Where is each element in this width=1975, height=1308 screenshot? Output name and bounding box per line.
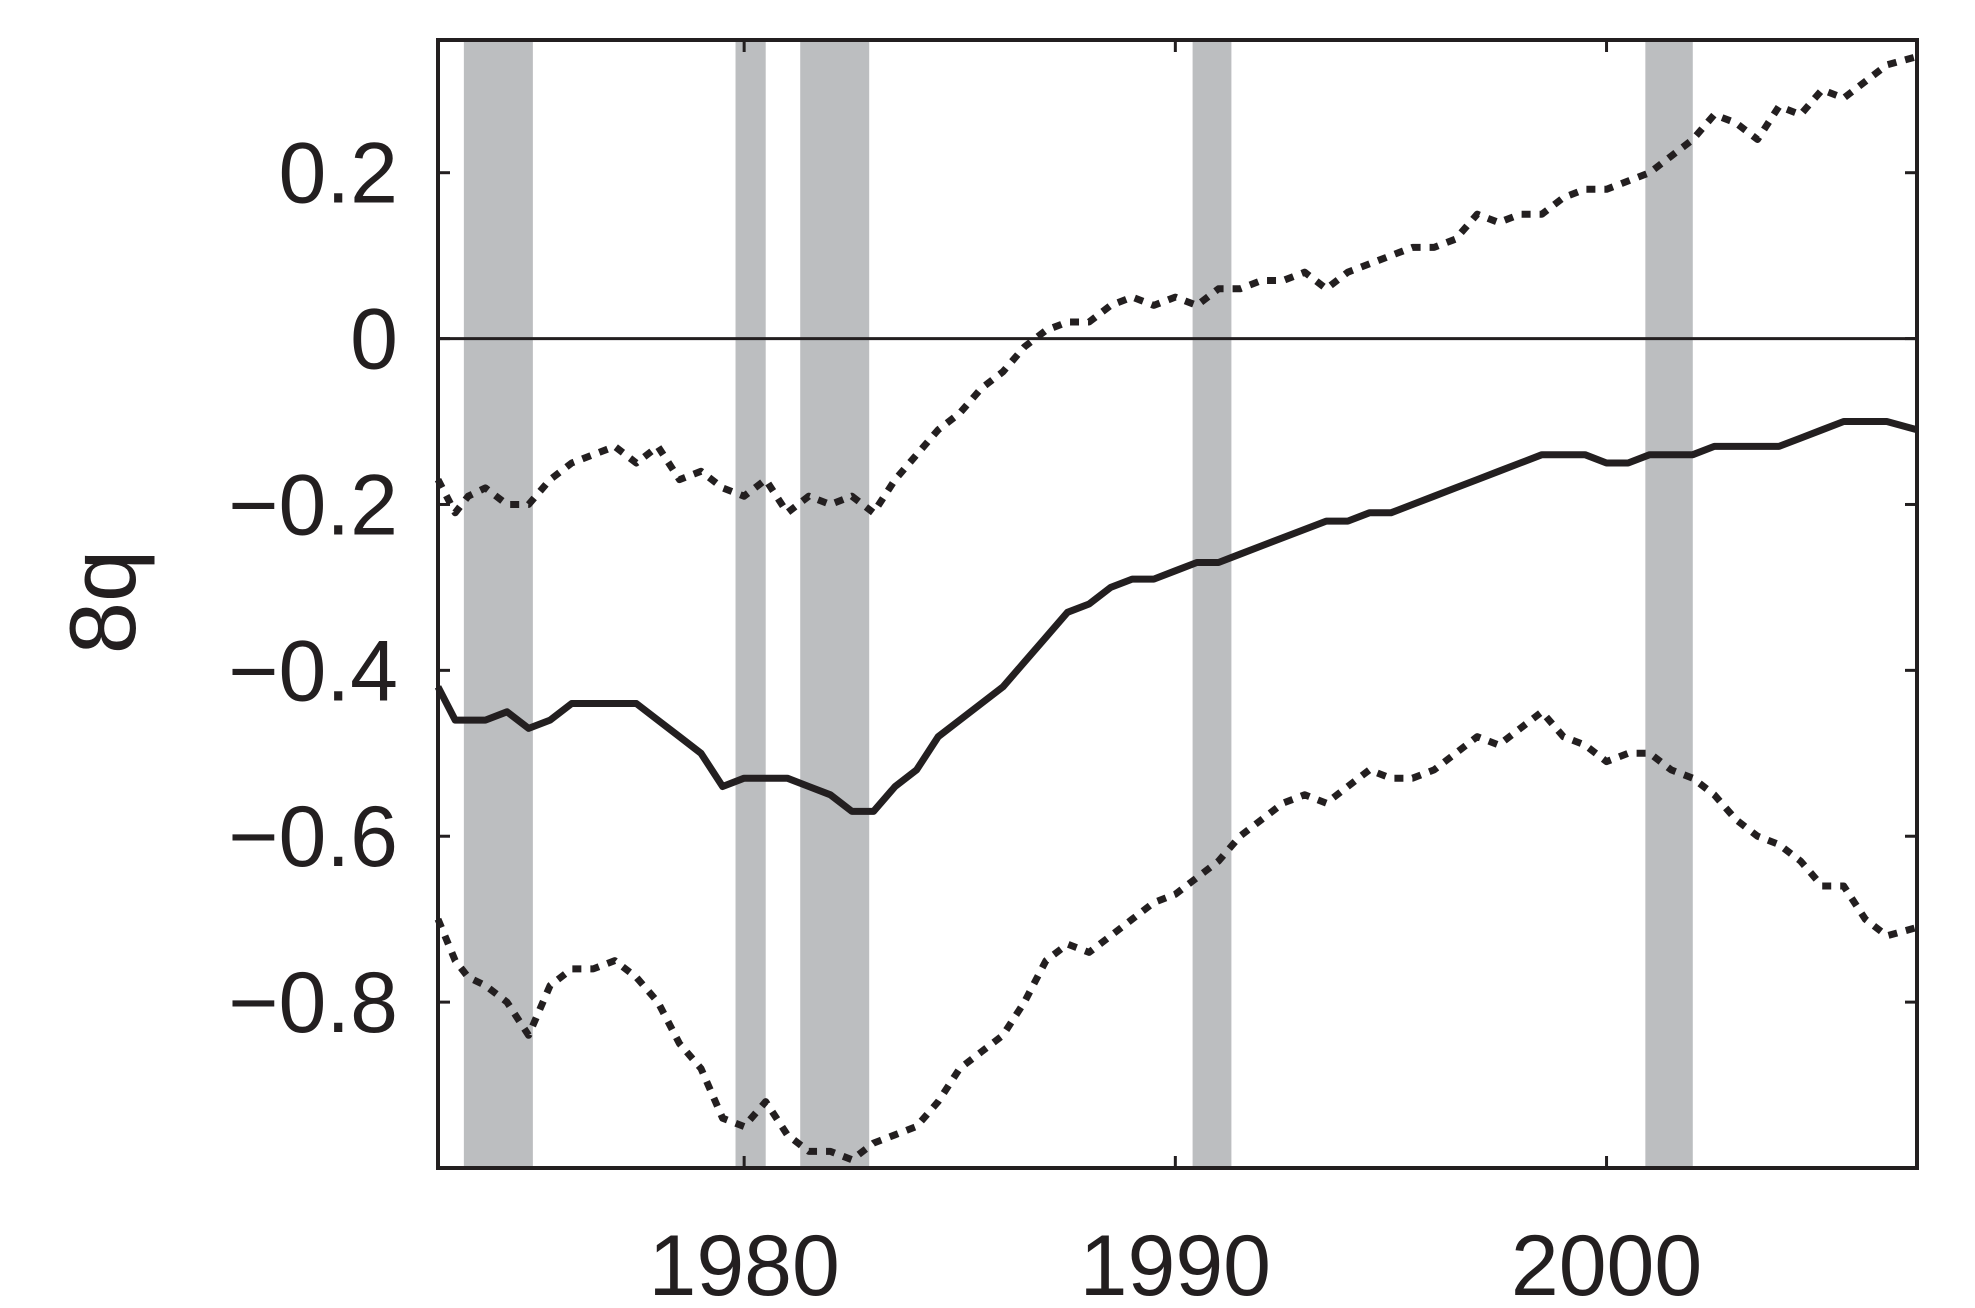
series-line-0-solid: [434, 418, 1918, 815]
axis-ticks: 0.2 0 −0.2 −0.4 −0.6 −0.8 1980 1990 2000: [228, 40, 1917, 1308]
x-tick-label: 1980: [648, 1218, 839, 1308]
y-tick-label: 0.2: [278, 126, 398, 222]
plot-frame: [436, 38, 1919, 1170]
shaded-period-1: [735, 40, 766, 1168]
y-tick-label: −0.4: [228, 623, 398, 719]
y-tick-label: −0.6: [228, 789, 398, 885]
shaded-period-4: [1645, 40, 1693, 1168]
y-tick-label: −0.8: [228, 955, 398, 1051]
y-axis-title: 8q: [50, 550, 155, 655]
series-line-2-dotted: [434, 708, 1918, 1164]
shaded-period-0: [463, 40, 533, 1168]
x-tick-label: 2000: [1511, 1218, 1702, 1308]
y-tick-label: 0: [350, 292, 398, 388]
y-tick-label: −0.2: [228, 457, 398, 553]
series-lines: [434, 53, 1918, 1164]
series-line-1-dotted: [434, 53, 1918, 517]
shaded-period-3: [1192, 40, 1232, 1168]
shaded-periods: [463, 40, 1693, 1168]
x-tick-label: 1990: [1080, 1218, 1271, 1308]
shaded-period-2: [800, 40, 870, 1168]
